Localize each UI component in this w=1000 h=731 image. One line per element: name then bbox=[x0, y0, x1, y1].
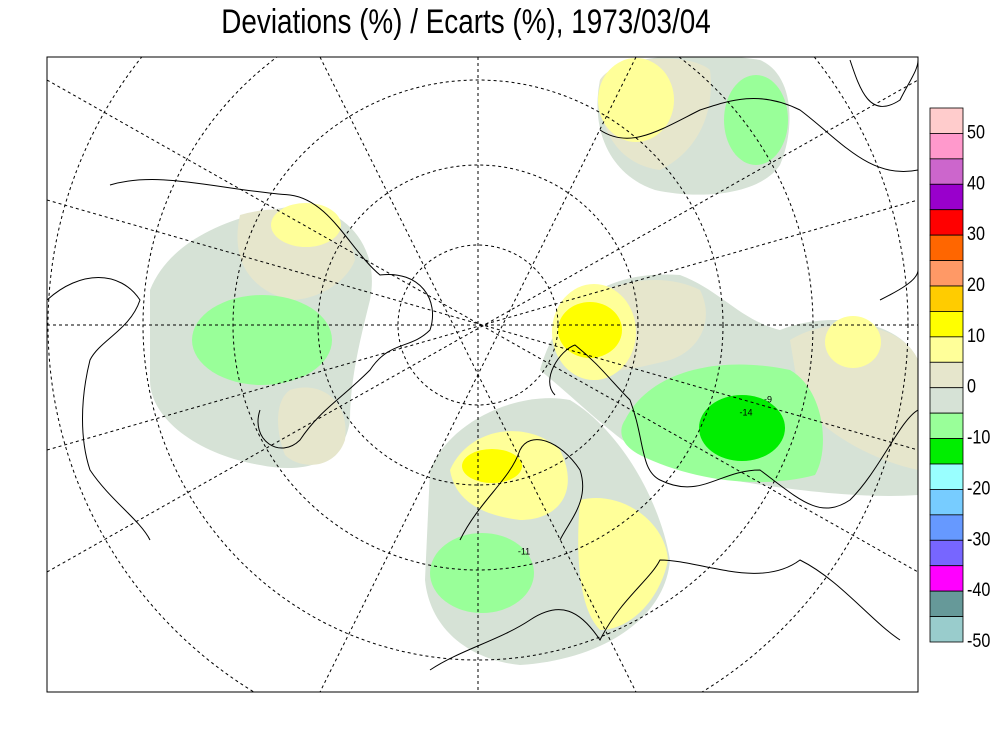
coastline bbox=[47, 59, 918, 671]
map bbox=[47, 57, 918, 692]
legend-swatch bbox=[929, 361, 964, 389]
deviation-area bbox=[271, 203, 341, 247]
legend-swatch bbox=[929, 489, 964, 516]
map-frame bbox=[46, 56, 919, 693]
deviation-area bbox=[598, 58, 674, 142]
legend-swatch bbox=[929, 260, 964, 287]
legend-swatch bbox=[929, 209, 964, 236]
deviation-area bbox=[578, 498, 668, 630]
legend-swatch bbox=[929, 565, 964, 592]
contour-label: -14 bbox=[739, 407, 752, 417]
legend-swatch bbox=[929, 234, 964, 261]
legend-swatch bbox=[929, 285, 964, 312]
deviation-area bbox=[790, 324, 918, 470]
deviation-area bbox=[699, 395, 785, 461]
legend-swatch bbox=[929, 412, 964, 439]
legend-label: 30 bbox=[967, 223, 985, 245]
legend-swatch bbox=[929, 158, 964, 185]
deviation-area bbox=[192, 295, 332, 385]
legend-swatch bbox=[929, 133, 964, 160]
legend-label: 0 bbox=[967, 375, 976, 397]
legend-swatch bbox=[929, 514, 964, 541]
legend-swatch bbox=[929, 387, 964, 414]
legend-label: -40 bbox=[967, 579, 991, 601]
legend-swatch bbox=[929, 183, 964, 211]
contour-label: -11 bbox=[518, 546, 530, 556]
legend-swatch bbox=[929, 336, 964, 363]
legend-swatch bbox=[929, 311, 964, 338]
deviation-area bbox=[558, 302, 622, 358]
deviation-area bbox=[724, 75, 788, 165]
deviation-area bbox=[430, 533, 534, 613]
legend-label: -10 bbox=[967, 426, 991, 448]
legend-swatch bbox=[929, 616, 964, 643]
legend-label: 10 bbox=[967, 325, 985, 347]
legend-label: 40 bbox=[967, 172, 985, 194]
legend-label: -30 bbox=[967, 528, 991, 550]
legend-label: -50 bbox=[967, 630, 991, 652]
deviation-area bbox=[825, 316, 881, 368]
legend: 50 40 30 20 10 0 -10 -20 -30 -40 -50 bbox=[929, 107, 991, 652]
legend-swatch bbox=[929, 438, 964, 465]
map-title: Deviations (%) / Ecarts (%), 1973/03/04 bbox=[221, 2, 710, 40]
legend-label: 20 bbox=[967, 274, 985, 296]
legend-swatch bbox=[929, 590, 964, 617]
graticule bbox=[47, 57, 918, 692]
legend-swatch bbox=[929, 463, 964, 490]
legend-swatch bbox=[929, 107, 964, 134]
contour-label: -9 bbox=[764, 394, 772, 404]
legend-swatch bbox=[929, 539, 964, 567]
legend-label: -20 bbox=[967, 477, 991, 499]
legend-label: 50 bbox=[967, 121, 985, 143]
